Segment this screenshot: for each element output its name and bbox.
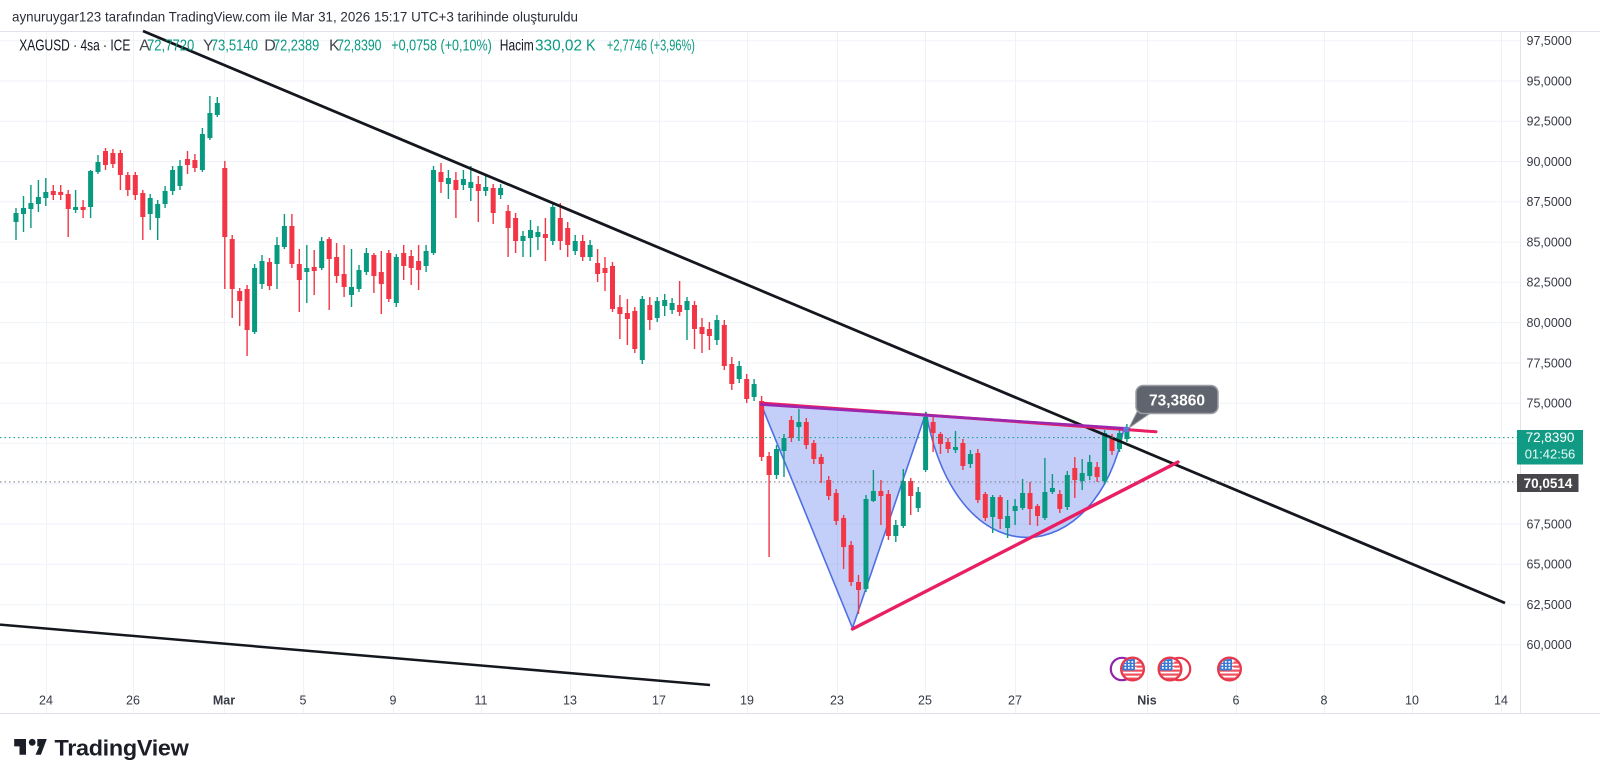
svg-text:Mar: Mar	[213, 694, 235, 708]
svg-text:+0,0758 (+0,10%): +0,0758 (+0,10%)	[391, 38, 492, 55]
svg-text:11: 11	[475, 694, 488, 708]
svg-text:24: 24	[39, 694, 53, 708]
svg-text:19: 19	[740, 694, 754, 708]
svg-text:62,5000: 62,5000	[1527, 598, 1572, 612]
svg-text:5: 5	[300, 694, 307, 708]
svg-text:73,3860: 73,3860	[1149, 393, 1205, 410]
svg-text:87,5000: 87,5000	[1527, 195, 1572, 209]
svg-text:9: 9	[390, 694, 397, 708]
svg-text:K: K	[329, 38, 340, 55]
svg-text:14: 14	[1494, 694, 1508, 708]
svg-text:26: 26	[126, 694, 140, 708]
svg-text:95,0000: 95,0000	[1527, 74, 1572, 88]
svg-text:D: D	[264, 38, 276, 55]
svg-text:75,0000: 75,0000	[1527, 397, 1572, 411]
svg-text:8: 8	[1321, 694, 1328, 708]
svg-text:65,0000: 65,0000	[1527, 558, 1572, 572]
svg-text:60,0000: 60,0000	[1527, 638, 1572, 652]
svg-text:27: 27	[1008, 694, 1022, 708]
svg-text:aynuruygar123 tarafından Tradi: aynuruygar123 tarafından TradingView.com…	[12, 9, 578, 25]
svg-text:Y: Y	[203, 38, 214, 55]
svg-text:330,02: 330,02	[535, 38, 582, 55]
svg-text:K: K	[586, 38, 596, 55]
svg-text:77,5000: 77,5000	[1527, 356, 1572, 370]
svg-text:13: 13	[563, 694, 577, 708]
svg-text:23: 23	[830, 694, 844, 708]
svg-text:17: 17	[652, 694, 666, 708]
svg-text:73,5140: 73,5140	[211, 38, 258, 55]
svg-text:82,5000: 82,5000	[1527, 276, 1572, 290]
svg-text:A: A	[139, 38, 150, 55]
svg-text:+2,7746 (+3,96%): +2,7746 (+3,96%)	[607, 38, 695, 55]
svg-text:72,8390: 72,8390	[1526, 430, 1575, 445]
svg-text:72,7720: 72,7720	[147, 38, 194, 55]
svg-text:85,0000: 85,0000	[1527, 236, 1572, 250]
svg-text:6: 6	[1233, 694, 1240, 708]
svg-text:90,0000: 90,0000	[1527, 155, 1572, 169]
svg-text:25: 25	[918, 694, 932, 708]
svg-text:67,5000: 67,5000	[1527, 517, 1572, 531]
svg-text:92,5000: 92,5000	[1527, 115, 1572, 129]
svg-text:01:42:56: 01:42:56	[1525, 447, 1576, 462]
svg-text:72,8390: 72,8390	[337, 38, 381, 55]
svg-text:Hacim: Hacim	[500, 38, 534, 55]
svg-text:XAGUSD · 4sa · ICE: XAGUSD · 4sa · ICE	[19, 38, 130, 55]
svg-text:10: 10	[1405, 694, 1419, 708]
svg-text:97,5000: 97,5000	[1527, 34, 1572, 48]
svg-text:72,2389: 72,2389	[273, 38, 319, 55]
svg-text:Nis: Nis	[1137, 694, 1157, 708]
svg-text:80,0000: 80,0000	[1527, 316, 1572, 330]
svg-text:TradingView: TradingView	[55, 736, 190, 761]
svg-text:70,0514: 70,0514	[1524, 476, 1573, 491]
